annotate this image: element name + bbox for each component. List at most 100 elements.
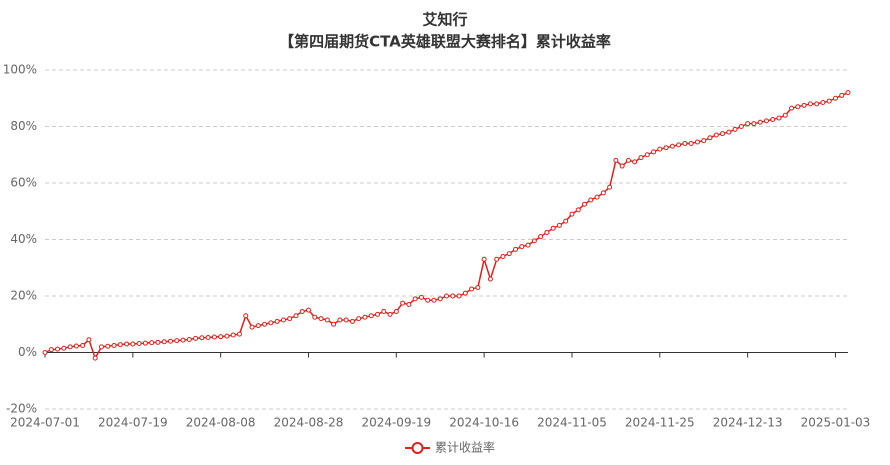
x-tick-label: 2024-11-05 [537,416,607,430]
point [236,331,242,337]
point [199,335,205,341]
point [738,124,744,129]
point [519,244,525,250]
point [713,132,719,138]
point [73,343,79,349]
point [820,99,826,105]
point [105,343,111,349]
x-tick-label: 2024-07-01 [10,416,80,430]
point [688,140,694,146]
point [368,313,374,319]
x-tick-label: 2024-07-19 [98,416,168,430]
point [556,222,562,228]
point [299,309,305,315]
point [531,238,537,244]
point [763,118,769,124]
legend-marker [411,442,424,454]
point [745,121,751,127]
point [726,129,732,135]
point [588,197,594,203]
point [450,293,456,299]
y-tick-label: 100% [3,63,37,77]
point [249,324,255,330]
point [807,101,813,107]
y-tick-label: -20% [6,402,37,416]
point [98,344,104,350]
point [124,341,130,347]
point [475,285,481,291]
point [651,149,657,155]
point [393,309,399,315]
point [274,318,280,324]
point [111,342,117,348]
point [142,340,148,346]
point [406,301,412,307]
point [343,317,349,323]
point [356,316,362,322]
point [92,355,98,361]
point [600,190,606,196]
point [563,218,569,224]
point [331,321,337,327]
point [782,112,788,118]
point [814,101,820,107]
point [657,146,663,152]
point [732,126,738,132]
point [117,342,123,348]
y-tick-label: 0% [18,345,37,359]
chart-subtitle: 【第四届期货CTA英雄联盟大赛排名】累计收益率 [279,33,611,51]
point [437,296,443,302]
x-tick-label: 2024-12-13 [713,416,783,430]
point [205,335,211,341]
point [444,293,449,299]
y-tick-label: 40% [10,232,37,246]
point [318,316,324,322]
point [387,311,393,317]
point [224,333,230,339]
point [770,116,776,122]
point [644,152,650,158]
point [362,314,368,320]
point [80,342,86,348]
point [487,276,493,282]
point [48,347,54,353]
point [218,334,224,340]
point [776,115,782,121]
point [613,157,619,163]
point [425,297,431,303]
point [720,131,726,137]
point [462,290,468,296]
point [638,155,644,161]
point [513,246,519,252]
point [456,293,462,299]
point [381,309,387,315]
y-tick-label: 20% [10,289,37,303]
point [544,229,550,235]
x-tick-label: 2024-08-08 [186,416,256,430]
point [481,256,487,262]
point [607,184,613,190]
point [789,105,795,111]
point [701,138,707,144]
point [180,337,186,343]
point [582,201,588,207]
point [619,163,625,169]
point [374,311,380,317]
legend-label: 累计收益率 [435,440,495,455]
point [193,335,199,341]
point [500,253,506,259]
point [469,286,475,292]
chart-title: 艾知行 [422,11,467,29]
x-tick-label: 2024-09-19 [361,416,431,430]
point [186,337,192,343]
point [832,95,838,101]
point [161,339,167,345]
point [632,159,638,165]
point [694,139,700,145]
point [506,251,512,257]
point [418,294,424,300]
point [525,242,531,248]
point [575,207,581,213]
